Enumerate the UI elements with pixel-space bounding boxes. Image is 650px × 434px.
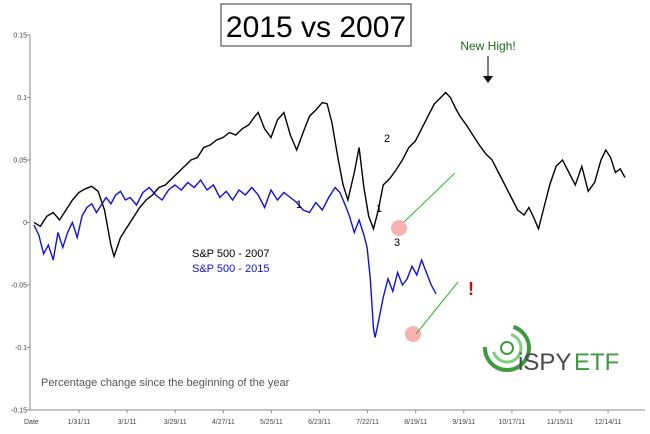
- series-line-2007: [33, 91, 626, 259]
- x-axis-label: Date: [24, 419, 39, 426]
- annotation-1-left: 1: [296, 199, 302, 211]
- trendline-lower: [415, 281, 459, 335]
- x-tick-label: 5/25/11: [260, 419, 283, 426]
- y-tick-label: -0.15: [11, 408, 27, 415]
- y-tick-label: -0.1: [15, 345, 27, 352]
- chart-title: 2015 vs 2007: [226, 11, 406, 44]
- annotation-new-high: New High!: [460, 39, 515, 53]
- annotation-1-right: 1: [376, 203, 382, 215]
- x-tick-label: 8/19/11: [404, 419, 427, 426]
- y-tick-label: 0.05: [13, 158, 27, 165]
- logo-text-suffix: ETF: [574, 349, 619, 376]
- x-tick-label: 9/19/11: [452, 419, 475, 426]
- legend-2007: S&P 500 - 2007: [192, 248, 269, 260]
- y-ticks: 0.15 0.1 0.05 0 -0.05 -0.1 -0.15: [11, 33, 30, 415]
- x-ticks: 1/31/11 3/1/11 3/29/11 4/27/11 5/25/11 6/23/1…: [68, 410, 622, 426]
- x-tick-label: 7/22/11: [356, 419, 379, 426]
- trendline-upper: [403, 172, 456, 223]
- y-tick-label: -0.05: [11, 283, 27, 290]
- y-tick-label: 0.15: [13, 33, 27, 40]
- y-tick-label: 0: [23, 220, 27, 227]
- x-tick-label: 12/14/11: [595, 419, 622, 426]
- title-box: [220, 3, 412, 47]
- chart-subtitle: Percentage change since the beginning of…: [41, 377, 290, 389]
- annotation-exclamation: !: [468, 279, 474, 299]
- logo-ring-outer: [483, 324, 531, 372]
- legend-2015: S&P 500 - 2015: [192, 263, 269, 275]
- annotation-2: 2: [384, 133, 390, 145]
- logo-ring-inner: [491, 332, 523, 364]
- x-tick-label: 3/29/11: [164, 419, 187, 426]
- logo-text-prefix: iSPY: [518, 349, 571, 376]
- x-tick-label: 3/1/11: [118, 419, 137, 426]
- logo-ring-core: [500, 341, 514, 355]
- y-tick-label: 0.1: [17, 95, 27, 102]
- highlight-circle-low: [405, 326, 421, 342]
- annotation-3: 3: [394, 237, 400, 249]
- x-tick-label: 10/17/11: [499, 419, 526, 426]
- highlight-circle-3: [391, 220, 407, 236]
- x-tick-label: 4/27/11: [212, 419, 235, 426]
- x-tick-label: 11/15/11: [547, 419, 573, 426]
- x-tick-label: 1/31/11: [68, 419, 91, 426]
- logo: iSPY ETF: [483, 324, 619, 376]
- x-tick-label: 6/23/11: [308, 419, 331, 426]
- arrow-head: [483, 76, 493, 83]
- series-line-2015: [33, 178, 437, 338]
